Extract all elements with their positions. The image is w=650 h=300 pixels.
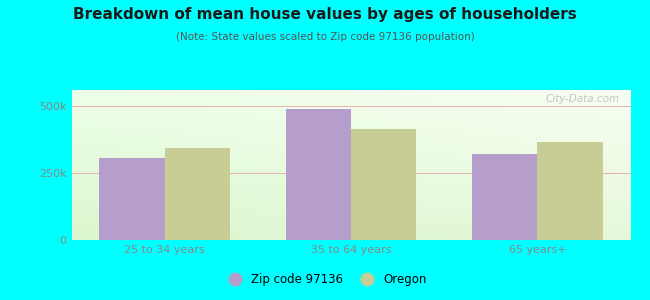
Bar — [351, 129, 416, 240]
Text: City-Data.com: City-Data.com — [545, 94, 619, 104]
Bar — [472, 154, 538, 240]
Bar — [99, 158, 164, 240]
Text: Breakdown of mean house values by ages of householders: Breakdown of mean house values by ages o… — [73, 8, 577, 22]
Legend: Zip code 97136, Oregon: Zip code 97136, Oregon — [218, 269, 432, 291]
Bar — [164, 148, 230, 240]
Bar — [286, 109, 351, 240]
Bar — [538, 142, 603, 240]
Text: (Note: State values scaled to Zip code 97136 population): (Note: State values scaled to Zip code 9… — [176, 32, 474, 41]
